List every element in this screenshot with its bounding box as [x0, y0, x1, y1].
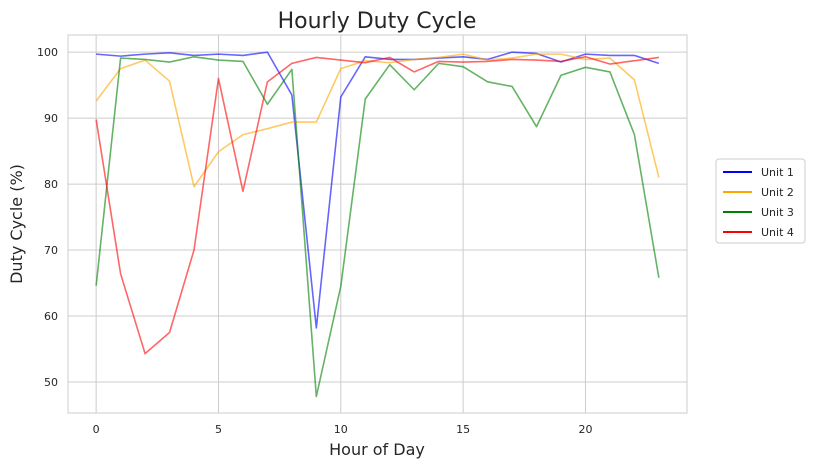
x-tick-label: 10	[334, 423, 348, 436]
y-tick-labels: 50 60 70 80 90 100	[37, 46, 58, 389]
x-tick-label: 5	[215, 423, 222, 436]
x-tick-labels: 0 5 10 15 20	[93, 423, 593, 436]
series-line-unit-4	[95, 55, 659, 355]
x-tick-label: 0	[93, 423, 100, 436]
y-tick-label: 70	[44, 244, 58, 257]
series-lines	[95, 51, 660, 398]
legend-label-unit-2: Unit 2	[761, 186, 794, 199]
y-tick-label: 90	[44, 112, 58, 125]
x-tick-label: 15	[456, 423, 470, 436]
x-axis-title: Hour of Day	[329, 440, 425, 459]
y-tick-label: 50	[44, 376, 58, 389]
y-tick-label: 80	[44, 178, 58, 191]
x-tick-label: 20	[578, 423, 592, 436]
plot-background	[67, 34, 688, 414]
chart-title: Hourly Duty Cycle	[278, 9, 477, 34]
series-line-unit-2	[95, 53, 660, 188]
legend: Unit 1 Unit 2 Unit 3 Unit 4	[715, 158, 806, 244]
y-tick-label: 60	[44, 310, 58, 323]
series-line-unit-3	[95, 55, 660, 398]
legend-label-unit-3: Unit 3	[761, 206, 794, 219]
legend-label-unit-1: Unit 1	[761, 166, 794, 179]
y-axis-title: Duty Cycle (%)	[7, 164, 26, 284]
legend-frame	[715, 158, 806, 244]
legend-label-unit-4: Unit 4	[761, 226, 794, 239]
y-tick-label: 100	[37, 46, 58, 59]
